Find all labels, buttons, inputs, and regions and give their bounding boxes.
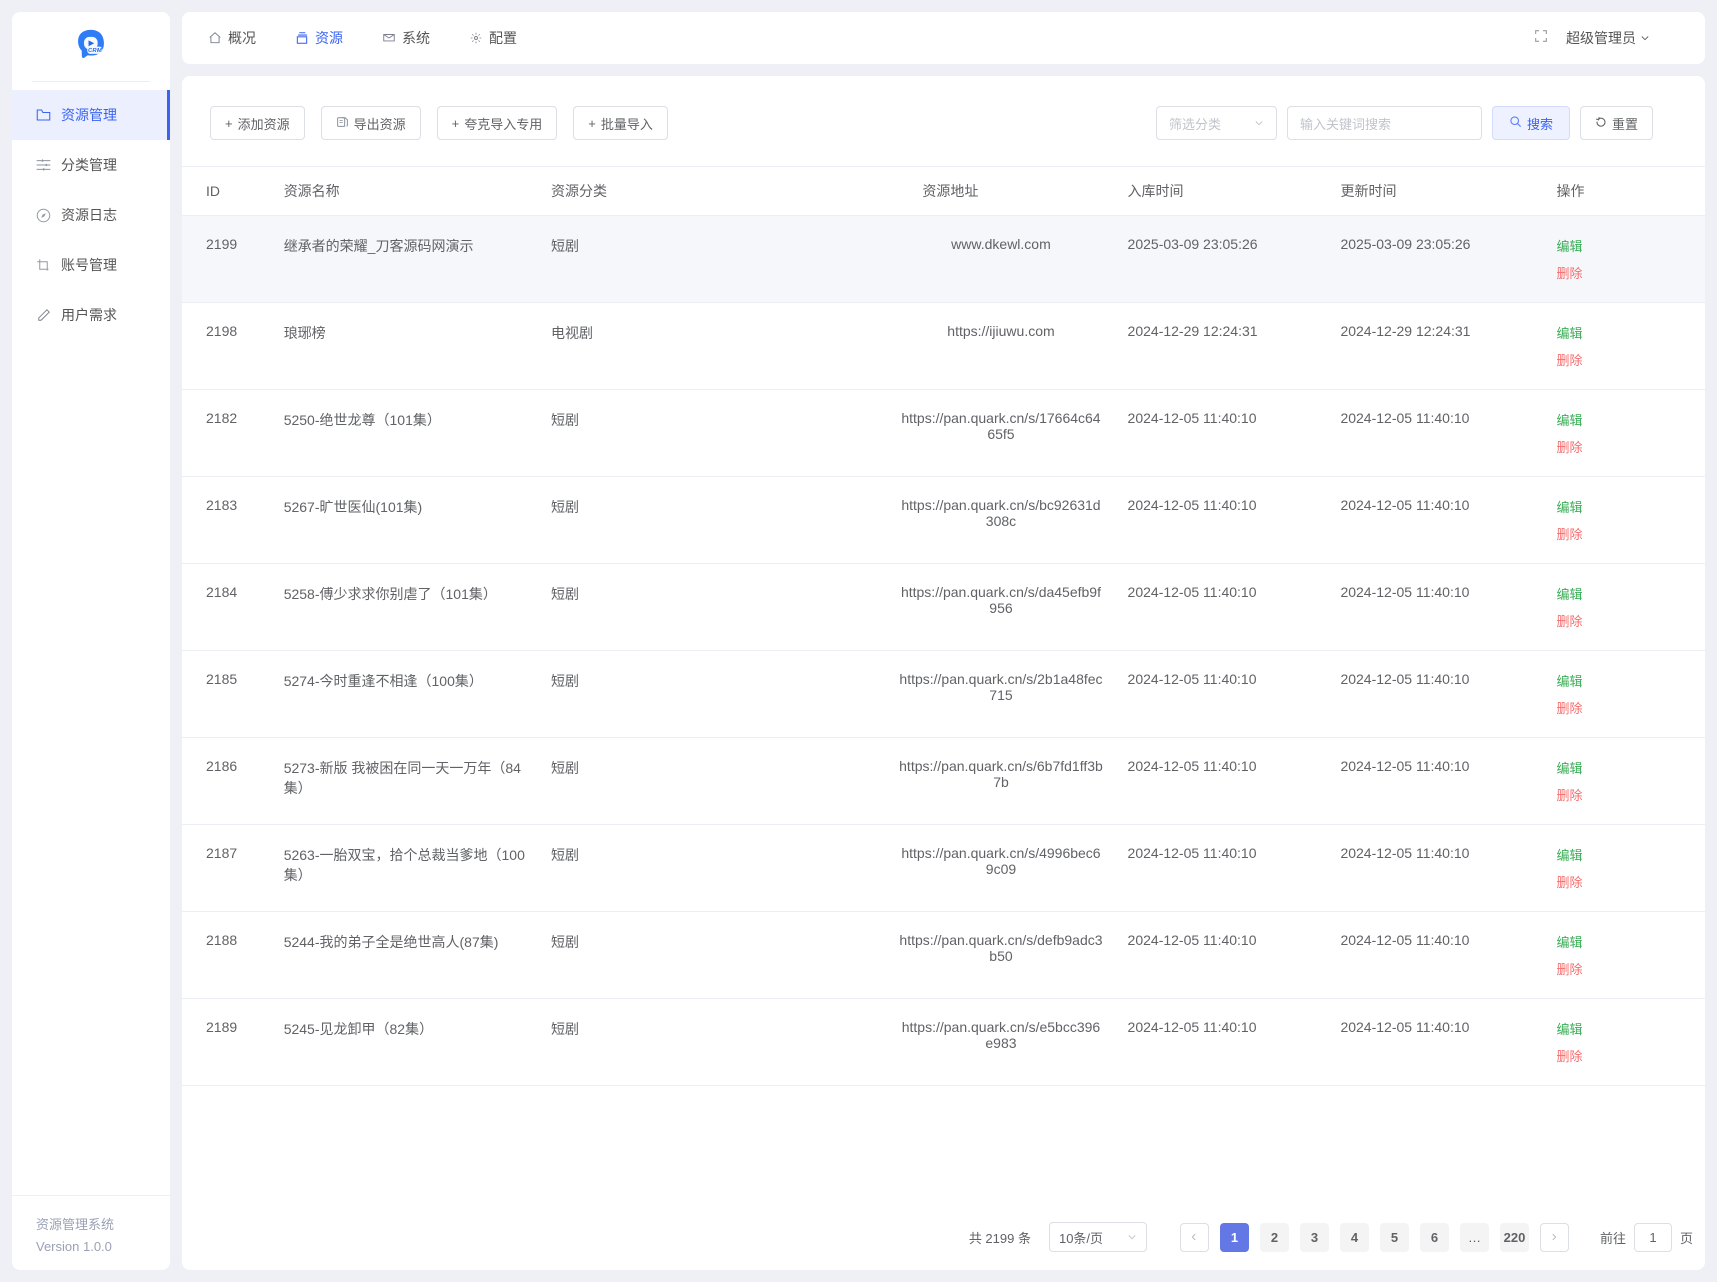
svg-text:CRM: CRM (88, 48, 102, 54)
